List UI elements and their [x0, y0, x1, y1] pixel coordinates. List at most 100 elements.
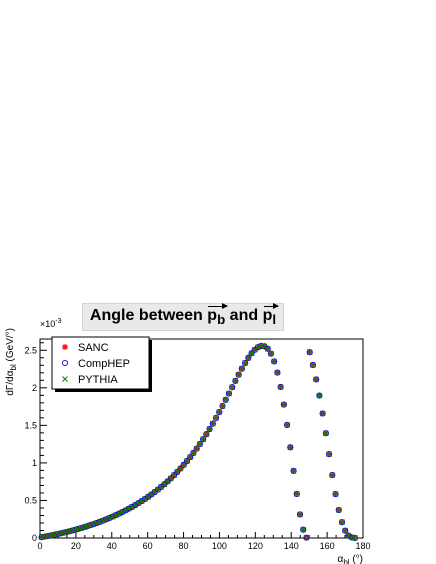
- data-marks: [38, 342, 358, 541]
- y-tick-label: 1: [32, 458, 37, 468]
- data-point-pythia: [64, 528, 71, 535]
- data-point-comphep: [132, 501, 139, 509]
- x-tick-label: 20: [71, 541, 81, 551]
- data-point-comphep: [274, 369, 281, 376]
- data-point-comphep: [216, 409, 223, 416]
- x-tick-label: 160: [320, 541, 335, 551]
- data-point-pythia: [200, 436, 206, 443]
- data-point-pythia: [216, 409, 223, 415]
- data-point-pythia: [326, 451, 332, 457]
- data-point-pythia: [187, 454, 194, 460]
- y-multiplier: ×10-3: [40, 318, 62, 329]
- data-point-comphep: [300, 526, 307, 533]
- data-point-pythia: [332, 491, 339, 497]
- data-point-pythia: [255, 344, 261, 351]
- data-point-comphep: [122, 507, 129, 514]
- data-point-pythia: [103, 516, 110, 523]
- data-point-comphep: [167, 475, 174, 482]
- data-point-pythia: [71, 527, 77, 533]
- data-point-pythia: [206, 426, 213, 432]
- chart-title-box: Angle between pb and pl: [82, 302, 284, 331]
- data-point-pythia: [319, 410, 326, 417]
- x-tick-label: 100: [212, 541, 227, 551]
- x-tick-label: 80: [179, 541, 189, 551]
- y-tick-label: 2.5: [24, 345, 37, 355]
- data-point-comphep: [345, 532, 352, 539]
- x-tick-label: 120: [248, 541, 263, 551]
- data-point-pythia: [293, 491, 300, 497]
- x-tick-label: 0: [37, 541, 42, 551]
- data-point-comphep: [338, 519, 346, 526]
- data-point-comphep: [267, 350, 274, 357]
- y-axis-label: dΓ/dαbl (GeV/°): [5, 328, 18, 396]
- data-point-comphep: [284, 421, 291, 428]
- data-point-comphep: [264, 345, 271, 352]
- data-point-pythia: [222, 396, 229, 403]
- data-point-pythia: [96, 519, 103, 525]
- data-point-comphep: [313, 376, 320, 383]
- data-point-pythia: [83, 523, 90, 530]
- data-point-pythia: [113, 512, 119, 518]
- data-point-pythia: [232, 378, 239, 384]
- data-point-pythia: [213, 415, 219, 421]
- data-point-pythia: [261, 343, 268, 350]
- data-point-comphep: [119, 508, 126, 516]
- data-point-pythia: [109, 513, 116, 520]
- data-point-pythia: [80, 524, 87, 531]
- data-point-pythia: [284, 422, 290, 428]
- title-vector-2: pl: [262, 302, 280, 328]
- data-point-comphep: [206, 425, 213, 433]
- data-point-pythia: [271, 358, 278, 365]
- legend-box: [51, 336, 150, 390]
- series-pythia: [38, 343, 358, 541]
- data-point-pythia: [67, 528, 74, 534]
- legend-marker-sanc: [62, 344, 68, 350]
- data-point-pythia: [132, 502, 139, 508]
- legend-label-pythia: PYTHIA: [78, 374, 118, 386]
- data-point-pythia: [352, 535, 358, 541]
- data-point-comphep: [287, 444, 294, 451]
- data-point-comphep: [116, 510, 123, 517]
- x-tick-label: 60: [143, 541, 153, 551]
- x-tick-label: 180: [355, 541, 370, 551]
- data-point-comphep: [174, 468, 181, 475]
- data-point-pythia: [335, 507, 342, 513]
- data-point-pythia: [138, 498, 145, 504]
- data-point-comphep: [225, 390, 233, 397]
- data-point-comphep: [209, 420, 216, 427]
- data-point-comphep: [235, 371, 242, 378]
- data-point-comphep: [332, 491, 339, 498]
- data-point-pythia: [209, 420, 216, 427]
- data-point-pythia: [345, 532, 352, 539]
- data-point-comphep: [296, 511, 304, 518]
- data-point-pythia: [300, 526, 307, 533]
- legend: SANC CompHEP PYTHIA: [51, 336, 152, 392]
- data-point-comphep: [293, 490, 300, 497]
- data-point-comphep: [248, 350, 255, 357]
- data-point-pythia: [329, 472, 336, 478]
- data-point-comphep: [238, 365, 245, 372]
- data-point-pythia: [135, 500, 142, 506]
- data-point-pythia: [339, 519, 345, 526]
- y-tick-label: 2: [32, 383, 37, 393]
- data-point-pythia: [116, 510, 122, 517]
- x-axis-label: αbl (°): [338, 554, 363, 564]
- data-point-comphep: [212, 414, 220, 421]
- data-point-pythia: [197, 441, 203, 447]
- data-point-pythia: [219, 403, 226, 409]
- legend-label-sanc: SANC: [78, 342, 109, 354]
- data-point-pythia: [193, 445, 200, 452]
- data-point-comphep: [342, 527, 349, 534]
- axis-ticks: 0 20 40 60 80 100 120 140 160 180 0 0.5 1 1.5 2 2.5: [24, 342, 371, 551]
- data-point-pythia: [125, 505, 132, 512]
- data-point-pythia: [290, 468, 297, 474]
- data-point-comphep: [326, 451, 333, 458]
- data-point-pythia: [119, 509, 126, 515]
- data-point-pythia: [129, 504, 135, 510]
- data-point-pythia: [100, 517, 106, 524]
- data-point-comphep: [112, 512, 119, 519]
- data-point-comphep: [109, 513, 116, 520]
- data-point-pythia: [245, 354, 252, 361]
- data-point-comphep: [177, 465, 184, 472]
